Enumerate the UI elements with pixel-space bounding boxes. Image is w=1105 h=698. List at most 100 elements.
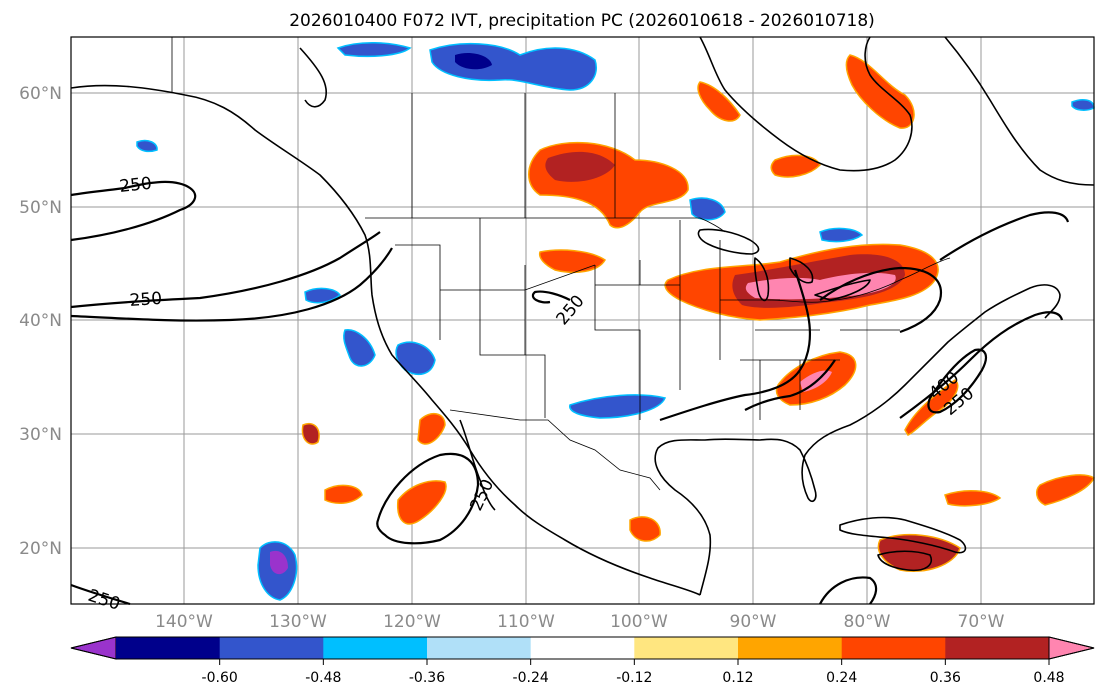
precip-positive-baja: [397, 480, 447, 525]
colorbar-segment: [427, 637, 532, 659]
lon-label: 100°W: [610, 612, 668, 632]
ivt-contour-250-central-east: [659, 269, 811, 422]
colorbar-segment: [945, 637, 1050, 659]
precip-positive-wyoming: [538, 249, 607, 273]
colorbar-segment: [219, 637, 324, 659]
colorbar-segment: [634, 637, 739, 659]
precip-negative-quebec-south: [819, 227, 864, 243]
contour-label: 250: [129, 289, 163, 311]
coastline-baja: [459, 419, 496, 511]
border-us-mexico: [449, 409, 661, 491]
colorbar-segment: [116, 637, 221, 659]
precip-positive-atlantic-east: [1035, 474, 1095, 506]
ivt-contour-250-wyoming: [531, 290, 571, 304]
precip-positive-pacific-mid: [301, 423, 320, 445]
coastline-cuba: [839, 516, 967, 554]
map-frame: [70, 36, 1095, 605]
precip-strong-prairies: [545, 151, 615, 182]
lon-label: 140°W: [155, 612, 213, 632]
lon-label: 90°W: [730, 612, 777, 632]
lat-label: 60°N: [19, 84, 62, 104]
ivt-contour-400-atlantic: [927, 348, 988, 414]
ivt-contour-250-southwest: [70, 583, 131, 606]
coastlines: [70, 36, 1095, 596]
contour-label: 250: [118, 174, 152, 197]
ivt-contour-250-pacific-lower: [70, 247, 393, 322]
colorbar-tick-label: -0.60: [202, 670, 238, 686]
precip-negative-nevada: [395, 341, 436, 376]
colorbar-tick-label: -0.12: [616, 670, 652, 686]
precip-positive-atlantic-mid: [944, 490, 1002, 507]
coastline-hudson-bay: [699, 36, 913, 172]
precip-positive-pacific-south: [324, 484, 363, 505]
ivt-contour-250-caribbean: [819, 576, 878, 605]
precip-positive-mexico-east: [629, 516, 661, 542]
precip-extreme-great-lakes: [745, 272, 896, 300]
ivt-contour-250-pacific-upper: [70, 231, 381, 309]
ivt-contour-250-mexico-pacific: [376, 452, 480, 545]
coastline-alaska-panhandle: [299, 47, 327, 108]
lon-label: 120°W: [383, 612, 441, 632]
political-borders: [171, 37, 951, 491]
ivt-contour-250-southeast-inner: [744, 359, 836, 411]
lon-label: 130°W: [269, 612, 327, 632]
border-canadian-provinces: [411, 93, 616, 218]
coastline-lake-erie: [814, 279, 871, 301]
lon-label: 70°W: [958, 612, 1005, 632]
precip-positive-ontario-north: [697, 81, 741, 122]
precip-positive-hudson: [845, 54, 915, 129]
precip-negative-ontario: [689, 197, 726, 221]
colorbar-left-extension: [70, 636, 117, 660]
ivt-contours: [70, 180, 1070, 606]
colorbar-segment: [530, 637, 635, 659]
lon-label: 110°W: [497, 612, 555, 632]
lat-label: 30°N: [19, 425, 62, 445]
colorbar-right-extension: [1048, 636, 1095, 660]
precip-positive-atlantic: [904, 379, 959, 436]
border-us-states: [395, 218, 900, 420]
border-us-canada-49th: [365, 217, 726, 233]
coastline-hispaniola: [877, 550, 932, 572]
precip-extreme-negative-pacific: [270, 550, 288, 575]
lat-label: 50°N: [19, 198, 62, 218]
colorbar-ticks: -0.60 -0.48 -0.36 -0.24 -0.12 0.12 0.24 0.36 0.4…: [202, 659, 1065, 686]
colorbar-segment: [323, 637, 428, 659]
colorbar-segment: [841, 637, 946, 659]
colorbar-outline: [70, 636, 1095, 660]
ivt-contour-250-northwest: [70, 180, 197, 242]
precip-negative-pacific-northwest: [304, 287, 342, 304]
coastline-gulf-atlantic: [654, 284, 1061, 596]
lon-label: 80°W: [844, 612, 891, 632]
coastline-lake-huron: [789, 257, 814, 284]
colorbar-tick-label: -0.24: [513, 670, 549, 686]
colorbar-segment: [738, 637, 843, 659]
precip-shading: [136, 41, 1095, 601]
precip-negative-southern-plains: [569, 394, 667, 419]
lat-label: 20°N: [19, 539, 62, 559]
coastline-pacific: [70, 84, 701, 596]
colorbar-tick-label: -0.48: [305, 670, 341, 686]
colorbar-tick-label: 0.24: [826, 670, 857, 686]
coastline-labrador: [944, 36, 1095, 186]
precip-negative-north-pacific: [336, 41, 412, 58]
colorbar-tick-label: -0.36: [409, 670, 445, 686]
colorbar-tick-label: 0.12: [722, 670, 753, 686]
latitude-labels: 60°N 50°N 40°N 30°N 20°N: [19, 84, 62, 559]
precip-negative-california: [343, 329, 376, 367]
longitude-labels: 140°W 130°W 120°W 110°W 100°W 90°W 80°W …: [155, 612, 1005, 632]
precip-negative-labrador: [1071, 99, 1095, 111]
ivt-contour-250-newfoundland: [939, 211, 1070, 261]
map-title: 2026010400 F072 IVT, precipitation PC (2…: [289, 11, 875, 31]
border-us-canada-east: [767, 257, 951, 303]
map-panel: 250 250 250 250 250 250 400: [70, 36, 1095, 615]
colorbar-tick-label: 0.48: [1033, 670, 1064, 686]
coastline-lake-superior: [697, 228, 760, 255]
colorbar-tick-label: 0.36: [930, 670, 961, 686]
colorbar: -0.60 -0.48 -0.36 -0.24 -0.12 0.12 0.24 0.36 0.4…: [70, 636, 1095, 686]
precip-negative-gulf-alaska: [136, 139, 158, 153]
precip-strong-negative-north: [455, 53, 492, 70]
ivt-contour-250-great-lakes-loop: [819, 266, 943, 334]
precip-positive-california-south: [417, 413, 446, 445]
lat-label: 40°N: [19, 311, 62, 331]
